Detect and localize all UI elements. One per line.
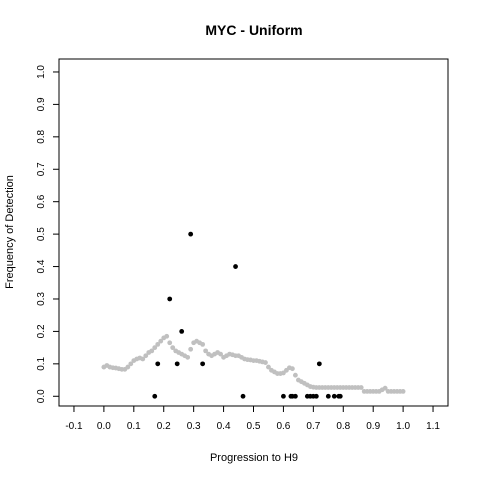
black-point	[313, 393, 319, 399]
grey-point	[290, 366, 295, 372]
grey-point	[125, 364, 131, 370]
grey-point	[152, 345, 158, 351]
y-tick-label: 0.0	[36, 389, 47, 403]
x-tick-label: 1.1	[426, 421, 440, 432]
black-point	[167, 296, 173, 302]
y-axis-label: Frequency of Detection	[4, 175, 16, 289]
x-tick-label: 1.0	[396, 421, 410, 432]
x-tick-label: 0.9	[366, 421, 380, 432]
x-tick-label: 0.5	[247, 421, 261, 432]
grey-point	[263, 360, 268, 365]
x-tick-label: 0.7	[306, 421, 320, 432]
y-tick-label: 0.7	[36, 162, 47, 176]
x-tick-label: 0.2	[157, 421, 171, 432]
x-axis-label: Progression to H9	[210, 452, 298, 464]
grey-point	[170, 345, 176, 351]
x-tick-label: 0.4	[217, 421, 231, 432]
black-point	[179, 329, 185, 334]
plot-frame	[58, 58, 449, 407]
grey-point	[188, 346, 194, 352]
grey-point	[358, 385, 364, 390]
black-point	[281, 393, 286, 399]
grey-point	[400, 389, 406, 394]
x-tick-label: 0.0	[97, 421, 111, 432]
grey-point	[140, 356, 146, 362]
y-tick-label: 0.4	[36, 259, 47, 273]
y-tick-label: 0.9	[36, 97, 47, 111]
black-point	[233, 264, 238, 269]
y-tick-label: 1.0	[36, 65, 47, 79]
x-axis: -0.1 0.0 0.1 0.2 0.3 0.4 0.5 0.6 0.7 0.8 0.9 1.0 1.1	[65, 406, 440, 432]
black-point	[331, 393, 337, 399]
black-point	[325, 393, 331, 399]
black-point	[337, 393, 343, 399]
y-tick-label: 0.3	[36, 292, 47, 306]
grey-point	[203, 348, 209, 354]
grey-point	[143, 353, 149, 359]
grey-point	[158, 338, 164, 344]
grey-point	[128, 361, 134, 367]
grey-point	[155, 341, 161, 347]
grey-point	[149, 348, 155, 354]
x-tick-label: 0.1	[127, 421, 141, 432]
chart-title: MYC - Uniform	[205, 22, 302, 38]
y-tick-label: 0.8	[36, 129, 47, 143]
data-points	[101, 231, 406, 399]
grey-point	[164, 333, 170, 339]
y-tick-label: 0.5	[36, 227, 47, 241]
grey-point	[266, 364, 271, 370]
black-point	[155, 361, 161, 367]
x-tick-label: -0.1	[65, 421, 83, 432]
x-tick-label: 0.8	[336, 421, 350, 432]
y-tick-label: 0.6	[36, 194, 47, 208]
x-tick-label: 0.6	[276, 421, 290, 432]
black-point	[174, 361, 180, 367]
grey-point	[200, 341, 206, 347]
grey-point	[292, 372, 298, 378]
black-point	[200, 361, 206, 367]
black-point	[292, 393, 298, 399]
y-axis: 0.0 0.1 0.2 0.3 0.4 0.5 0.6 0.7 0.8 0.9 1.0	[36, 65, 59, 403]
black-point	[152, 393, 158, 399]
y-tick-label: 0.1	[36, 356, 47, 370]
grey-point	[167, 340, 173, 346]
x-tick-label: 0.3	[187, 421, 201, 432]
grey-point	[382, 385, 388, 391]
grey-point	[185, 354, 191, 360]
black-point	[188, 231, 194, 237]
grey-point	[218, 351, 223, 357]
y-tick-label: 0.2	[36, 324, 47, 338]
black-point	[240, 393, 246, 399]
black-point	[316, 361, 322, 367]
